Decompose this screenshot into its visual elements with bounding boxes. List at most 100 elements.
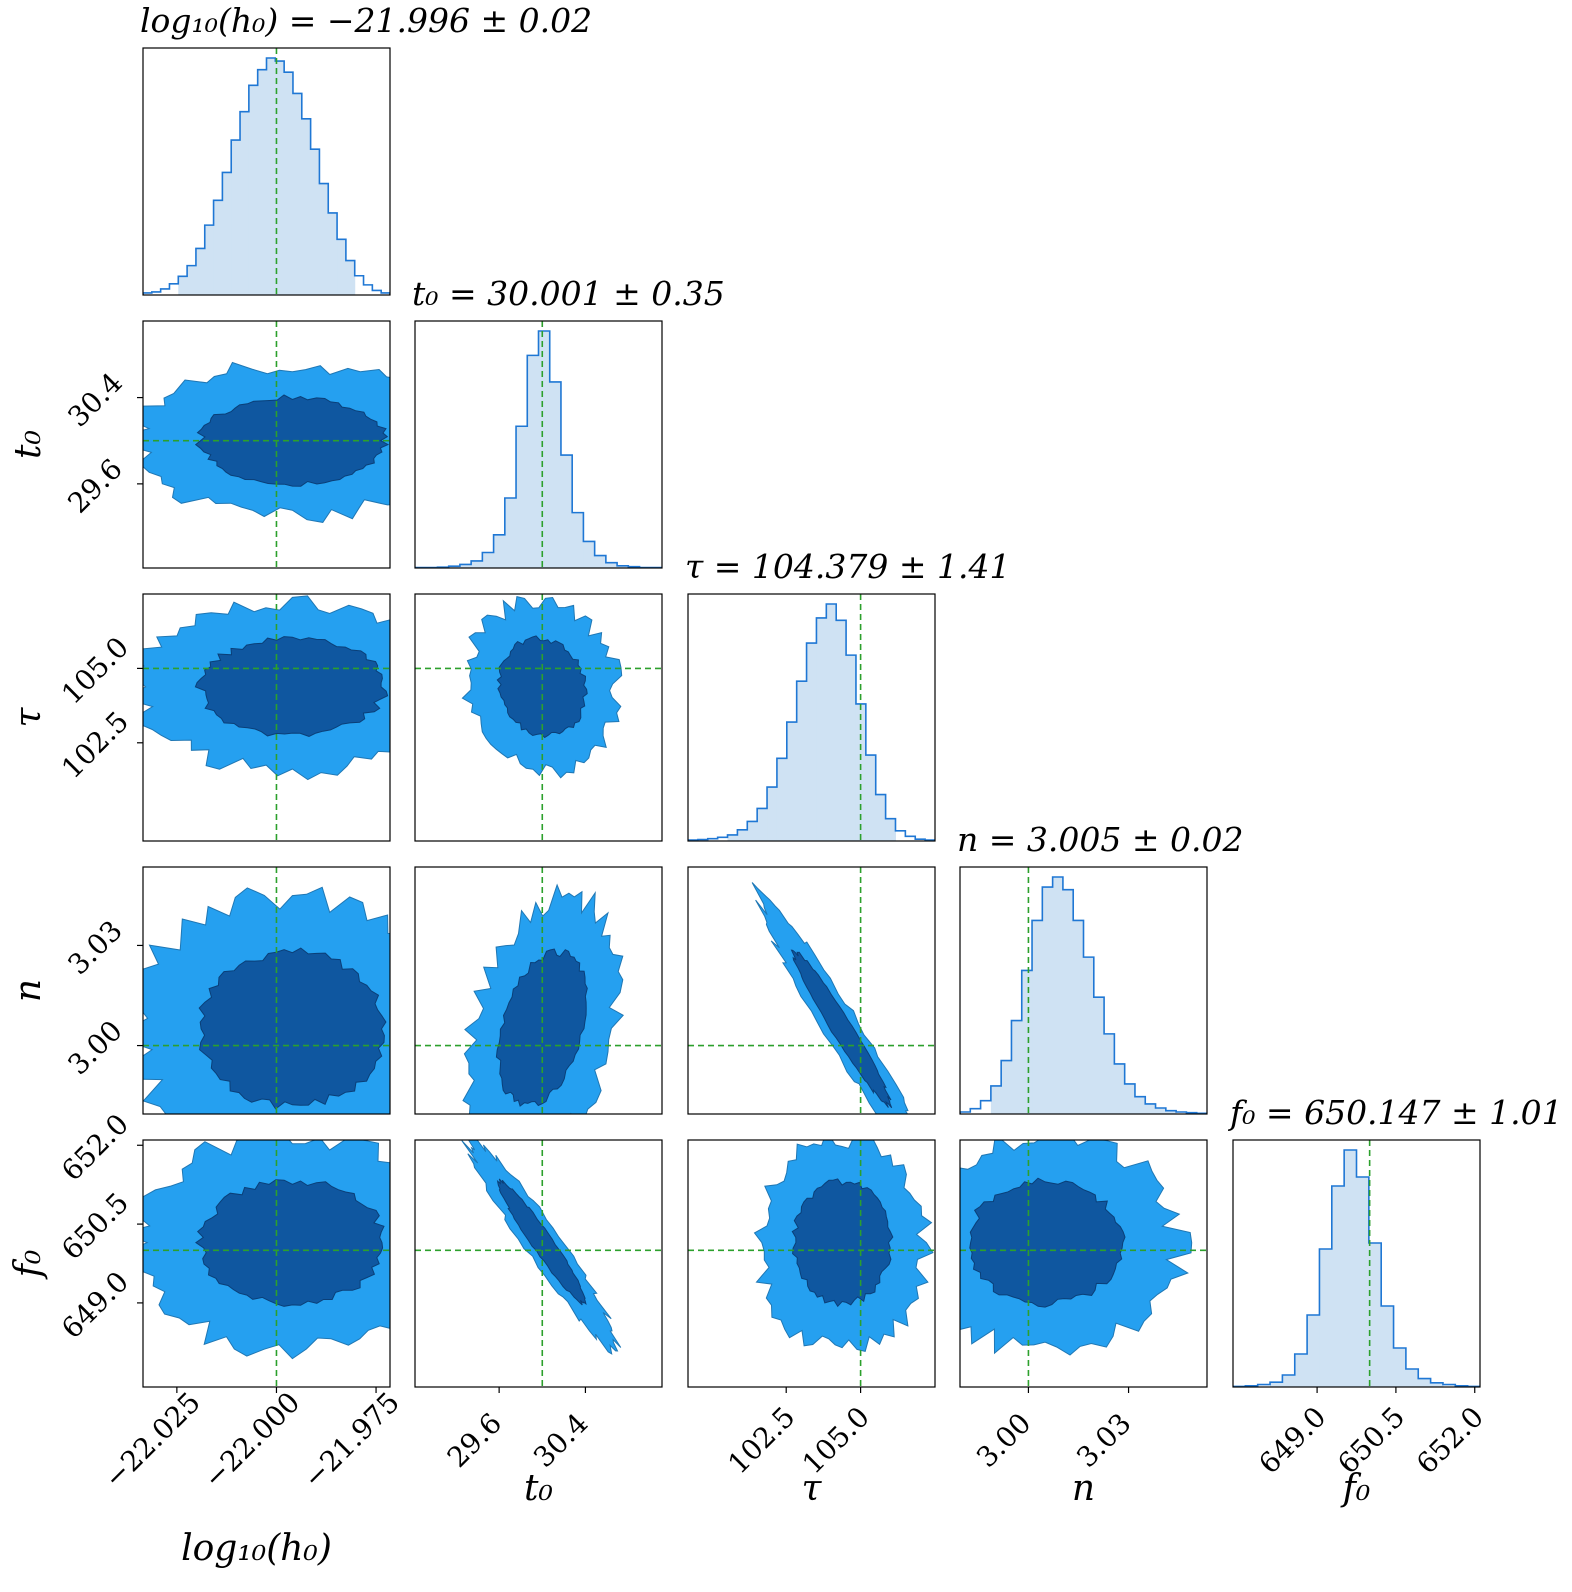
histogram-fill-bin bbox=[806, 643, 817, 841]
histogram-fill-bin bbox=[345, 260, 356, 295]
histogram-n bbox=[960, 867, 1207, 1114]
histogram-fill-bin bbox=[1134, 1096, 1146, 1114]
contour-inner bbox=[969, 1177, 1126, 1308]
histogram-fill-bin bbox=[1307, 1315, 1320, 1387]
contour-inner bbox=[791, 1178, 894, 1308]
histogram-fill-bin bbox=[885, 818, 896, 841]
histogram-fill-bin bbox=[572, 512, 584, 568]
y-axis-label-t0: t₀ bbox=[8, 430, 49, 459]
histogram-fill-bin bbox=[990, 1085, 1002, 1114]
panel-frame bbox=[414, 593, 663, 842]
y-tick-label-t0: 30.4 bbox=[61, 366, 128, 433]
x-tick-label-n: 3.00 bbox=[970, 1407, 1037, 1474]
histogram-fill-bin bbox=[337, 239, 347, 295]
x-axis-label-n: n bbox=[1072, 1468, 1095, 1509]
panel-frame bbox=[414, 1139, 663, 1388]
histogram-fill-bin bbox=[1319, 1249, 1333, 1387]
histogram-fill-bin bbox=[875, 794, 887, 841]
histogram-fill-bin bbox=[1344, 1150, 1357, 1387]
histogram-fill-bin bbox=[1145, 1103, 1157, 1114]
histogram-fill-bin bbox=[292, 93, 303, 295]
histogram-tau bbox=[688, 594, 935, 841]
y-tick-label-n: 3.00 bbox=[61, 1014, 128, 1081]
contour-panel-f0-vs-t0 bbox=[415, 1140, 662, 1387]
histogram-fill-bin bbox=[482, 552, 495, 568]
histogram-fill-bin bbox=[549, 381, 562, 568]
histogram-fill-bin bbox=[1331, 1186, 1345, 1387]
histogram-fill-bin bbox=[1270, 1382, 1283, 1387]
histogram-fill-bin bbox=[747, 821, 758, 841]
title-n: n = 3.005 ± 0.02 bbox=[957, 820, 1243, 859]
histogram-fill-bin bbox=[846, 655, 857, 841]
histogram-fill-bin bbox=[301, 118, 312, 295]
histogram-fill-bin bbox=[516, 426, 528, 568]
histogram-fill-bin bbox=[1052, 877, 1064, 1114]
histogram-fill-bin bbox=[504, 498, 517, 568]
histogram-fill-bin bbox=[757, 808, 768, 841]
y-tick-label-t0: 29.6 bbox=[61, 452, 128, 519]
histogram-fill-bin bbox=[1294, 1354, 1308, 1387]
histogram-fill-bin bbox=[617, 565, 629, 568]
histogram-fill-bin bbox=[1124, 1083, 1136, 1114]
panel-frame bbox=[142, 320, 391, 569]
title-log10h0: log₁₀(h₀) = −21.996 ± 0.02 bbox=[140, 1, 592, 40]
contour-inner bbox=[790, 949, 893, 1109]
histogram-fill-bin bbox=[767, 787, 778, 841]
x-tick-label-n: 3.03 bbox=[1070, 1407, 1137, 1474]
histogram-fill-bin bbox=[538, 331, 551, 568]
histogram-fill-bin bbox=[1393, 1348, 1407, 1387]
histogram-fill-bin bbox=[471, 560, 483, 568]
title-tau: τ = 104.379 ± 1.41 bbox=[685, 547, 1010, 586]
histogram-fill-bin bbox=[1356, 1177, 1370, 1387]
histogram-fill-bin bbox=[776, 758, 788, 841]
histogram-fill-bin bbox=[737, 829, 748, 841]
contour-panel-tau-vs-t0 bbox=[415, 594, 662, 841]
histogram-t0 bbox=[415, 321, 662, 568]
histogram-fill-bin bbox=[560, 455, 573, 568]
panel-frame bbox=[142, 593, 391, 842]
histogram-fill-bin bbox=[248, 85, 259, 295]
histogram-fill-bin bbox=[266, 58, 276, 295]
contour-inner bbox=[198, 947, 387, 1110]
histogram-fill-bin bbox=[1032, 920, 1043, 1114]
histogram-fill-bin bbox=[1381, 1306, 1395, 1387]
histogram-fill-bin bbox=[796, 681, 808, 841]
x-axis-label-log10h0: log₁₀(h₀) bbox=[181, 1528, 332, 1569]
histogram-fill-bin bbox=[178, 276, 188, 295]
contour-panel-n-vs-log10h0 bbox=[143, 867, 390, 1114]
histogram-fill-bin bbox=[231, 140, 241, 295]
histogram-log10h0 bbox=[143, 48, 390, 295]
contour-inner bbox=[194, 636, 389, 737]
histogram-fill-bin bbox=[1083, 957, 1095, 1114]
panel-frame bbox=[142, 1139, 391, 1388]
histogram-fill-bin bbox=[284, 72, 294, 295]
histogram-fill-bin bbox=[319, 183, 329, 295]
x-tick-label-log10h0: −21.975 bbox=[297, 1386, 406, 1495]
x-tick-label-tau: 102.5 bbox=[721, 1400, 801, 1480]
histogram-fill-bin bbox=[448, 566, 461, 568]
histogram-fill-bin bbox=[1368, 1243, 1382, 1387]
contour-inner bbox=[195, 1179, 385, 1307]
x-tick-label-f0: 649.0 bbox=[1252, 1400, 1332, 1480]
histogram-fill-bin bbox=[1165, 1110, 1177, 1114]
title-f0: f₀ = 650.147 ± 1.01 bbox=[1227, 1093, 1563, 1132]
histogram-fill-bin bbox=[459, 564, 472, 568]
histogram-fill-bin bbox=[583, 541, 596, 568]
histogram-fill-bin bbox=[493, 534, 506, 568]
histogram-fill-bin bbox=[275, 61, 285, 295]
histogram-fill-bin bbox=[1155, 1107, 1167, 1114]
histogram-fill-bin bbox=[527, 355, 539, 568]
histogram-fill-bin bbox=[1405, 1369, 1419, 1387]
histogram-fill-bin bbox=[836, 620, 847, 841]
panel-frame bbox=[687, 1139, 936, 1388]
x-tick-label-t0: 30.4 bbox=[527, 1407, 594, 1474]
y-axis-label-tau: τ bbox=[8, 706, 49, 727]
histogram-fill-bin bbox=[1282, 1375, 1296, 1387]
y-tick-label-tau: 105.0 bbox=[55, 630, 135, 710]
x-tick-label-f0: 652.0 bbox=[1410, 1400, 1490, 1480]
y-axis-label-f0: f₀ bbox=[8, 1250, 49, 1281]
histogram-fill-bin bbox=[213, 200, 223, 295]
panel-frame-n bbox=[959, 866, 1208, 1115]
histogram-fill-bin bbox=[1093, 997, 1105, 1114]
